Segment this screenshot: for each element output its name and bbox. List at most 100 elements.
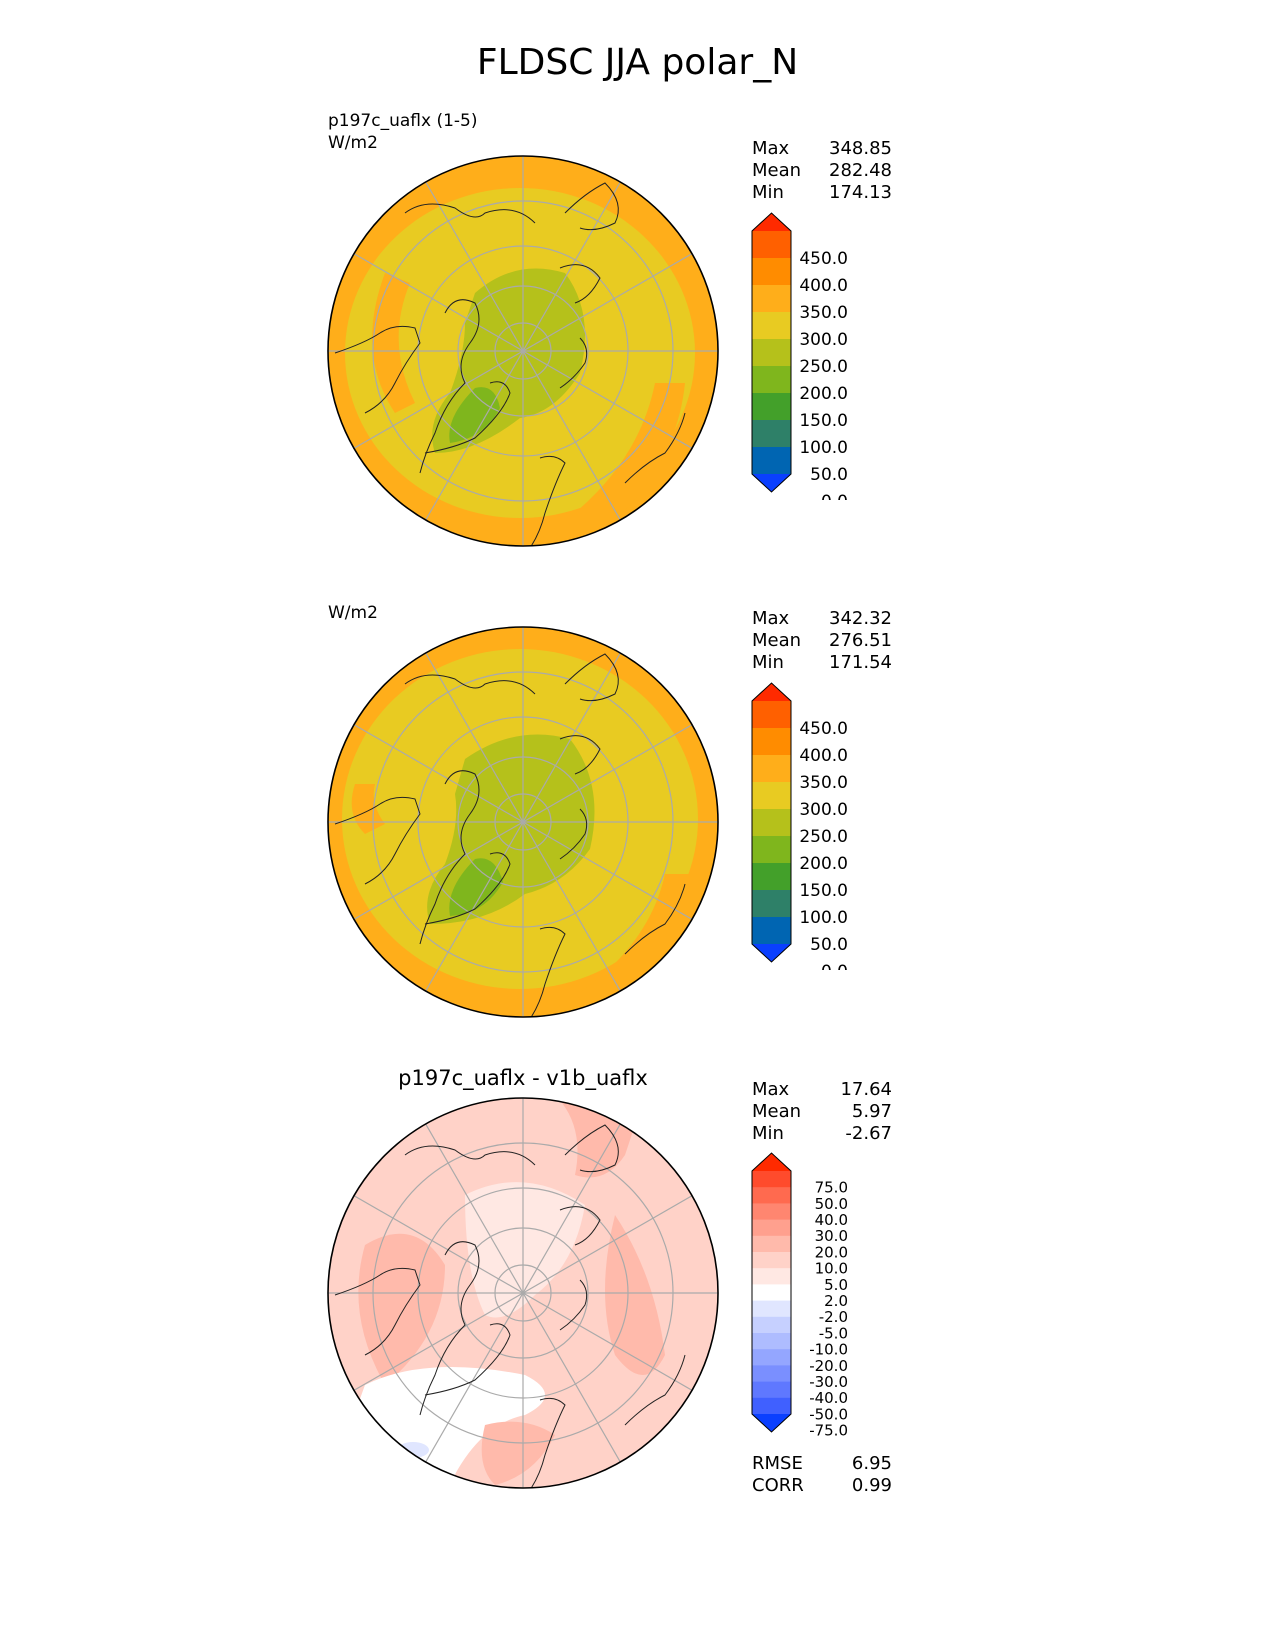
- colorbar-segment: [752, 1171, 791, 1188]
- colorbar-tick-label: -10.0: [809, 1341, 848, 1359]
- stat-value: 348.85: [829, 138, 892, 159]
- figure-title: FLDSC JJA polar_N: [476, 42, 799, 83]
- colorbar-tick-label: 400.0: [799, 276, 848, 296]
- colorbar-segment: [752, 366, 791, 394]
- colorbar-tick-label: 300.0: [799, 330, 848, 350]
- colorbar-segment: [752, 1365, 791, 1383]
- colorbar-segment: [752, 1203, 791, 1221]
- colorbar-tick-label: 2.0: [824, 1292, 848, 1310]
- colorbar-tick-label: 40.0: [815, 1211, 848, 1229]
- panel-1-units: W/m2: [328, 133, 378, 153]
- panel-2-polar-map: [327, 626, 719, 1018]
- stat-value: 5.97: [851, 1101, 892, 1122]
- colorbar-tick-label: 100.0: [799, 438, 848, 458]
- panel-2-units: W/m2: [328, 603, 378, 623]
- colorbar-segment: [752, 1300, 791, 1318]
- colorbar-segment: [752, 836, 791, 864]
- panel-3-stats: Max 17.64 Mean 5.97 Min -2.67: [752, 1079, 892, 1145]
- stat-label: Min: [752, 652, 784, 673]
- colorbar-extend-min: [752, 1414, 791, 1432]
- colorbar-tick-label: -40.0: [809, 1389, 848, 1407]
- panel-2-stats: Max 342.32 Mean 276.51 Min 171.54: [752, 608, 892, 674]
- colorbar-tick-label: 400.0: [799, 746, 848, 766]
- colorbar-segment: [752, 1284, 791, 1302]
- colorbar-segment: [752, 339, 791, 367]
- colorbar-segment: [752, 917, 791, 945]
- colorbar-extend-min: [752, 474, 791, 492]
- colorbar-segment: [752, 782, 791, 810]
- colorbar-extend-max: [752, 213, 791, 231]
- colorbar-tick-label: -5.0: [819, 1324, 848, 1342]
- stat-value: 282.48: [829, 160, 892, 181]
- metric-label: RMSE: [752, 1453, 803, 1474]
- colorbar-tick-label: 30.0: [815, 1227, 848, 1245]
- colorbar-tick-label: 150.0: [799, 881, 848, 901]
- stat-value: 342.32: [829, 608, 892, 629]
- colorbar-segment: [752, 1349, 791, 1366]
- stat-label: Mean: [752, 1101, 802, 1122]
- colorbar-outline: [751, 1152, 792, 1433]
- panel-3-polar-map: [327, 1097, 719, 1489]
- stat-value: 171.54: [829, 652, 892, 673]
- metric-value: 6.95: [851, 1453, 892, 1474]
- colorbar-segment: [752, 809, 791, 837]
- panel-3-metrics: RMSE 6.95 CORR 0.99: [752, 1453, 892, 1497]
- stat-label: Min: [752, 182, 784, 203]
- stat-value: 17.64: [840, 1079, 892, 1100]
- colorbar-segment: [752, 1235, 791, 1253]
- colorbar-tick-label: 150.0: [799, 411, 848, 431]
- colorbar-tick-label: 0.0: [821, 962, 848, 970]
- colorbar-segment: [752, 258, 791, 286]
- colorbar-segment: [752, 1268, 791, 1285]
- colorbar-extend-min: [752, 944, 791, 962]
- colorbar-segment: [752, 393, 791, 421]
- colorbar-outline: [751, 682, 792, 963]
- colorbar-tick-label: 250.0: [799, 357, 848, 377]
- stat-label: Max: [752, 1079, 790, 1100]
- colorbar-segment: [752, 1381, 791, 1399]
- colorbar-tick-label: 200.0: [799, 854, 848, 874]
- stat-label: Min: [752, 1123, 784, 1144]
- colorbar-tick-label: 300.0: [799, 800, 848, 820]
- colorbar-tick-label: 250.0: [799, 827, 848, 847]
- stat-value: 174.13: [829, 182, 892, 203]
- colorbar-segment: [752, 701, 791, 729]
- panel-1-polar-map: [327, 155, 719, 547]
- panel-1-stats: Max 348.85 Mean 282.48 Min 174.13: [752, 138, 892, 204]
- colorbar-segment: [752, 1316, 791, 1334]
- metric-label: CORR: [752, 1475, 804, 1496]
- colorbar-tick-label: -30.0: [809, 1373, 848, 1391]
- stat-label: Max: [752, 608, 790, 629]
- colorbar-tick-label: 75.0: [815, 1179, 848, 1197]
- colorbar-tick-label: 50.0: [810, 935, 848, 955]
- colorbar-segment: [752, 890, 791, 918]
- colorbar-tick-label: -2.0: [819, 1308, 848, 1326]
- stat-value: -2.67: [845, 1123, 892, 1144]
- colorbar-segment: [752, 755, 791, 783]
- colorbar-tick-label: 100.0: [799, 908, 848, 928]
- stat-label: Mean: [752, 160, 802, 181]
- metric-value: 0.99: [851, 1475, 892, 1496]
- colorbar-segment: [752, 1187, 791, 1204]
- colorbar-tick-label: 20.0: [815, 1243, 848, 1261]
- colorbar-segment: [752, 1397, 791, 1415]
- colorbar-segment: [752, 312, 791, 340]
- stat-label: Mean: [752, 630, 802, 651]
- colorbar-tick-label: 450.0: [799, 719, 848, 739]
- colorbar-tick-label: 350.0: [799, 773, 848, 793]
- colorbar-segment: [752, 447, 791, 475]
- colorbar-tick-label: 5.0: [824, 1276, 848, 1294]
- colorbar-tick-label: 350.0: [799, 303, 848, 323]
- colorbar-tick-label: -20.0: [809, 1357, 848, 1375]
- colorbar-tick-label: 0.0: [821, 492, 848, 500]
- colorbar-tick-label: 50.0: [810, 465, 848, 485]
- colorbar-segment: [752, 1219, 791, 1237]
- stat-value: 276.51: [829, 630, 892, 651]
- colorbar-tick-label: 450.0: [799, 249, 848, 269]
- colorbar-tick-label: -75.0: [809, 1422, 848, 1440]
- panel-2-colorbar: 450.0 400.0 350.0 300.0 250.0 200.0 150.0 100.0…: [751, 682, 848, 970]
- panel-3-diff-title: p197c_uaflx - v1b_uaflx: [398, 1066, 648, 1090]
- colorbar-segment: [752, 420, 791, 448]
- colorbar-tick-label: 200.0: [799, 384, 848, 404]
- panel-3-colorbar: 75.050.040.030.020.010.05.02.0-2.0-5.0-1…: [751, 1152, 848, 1440]
